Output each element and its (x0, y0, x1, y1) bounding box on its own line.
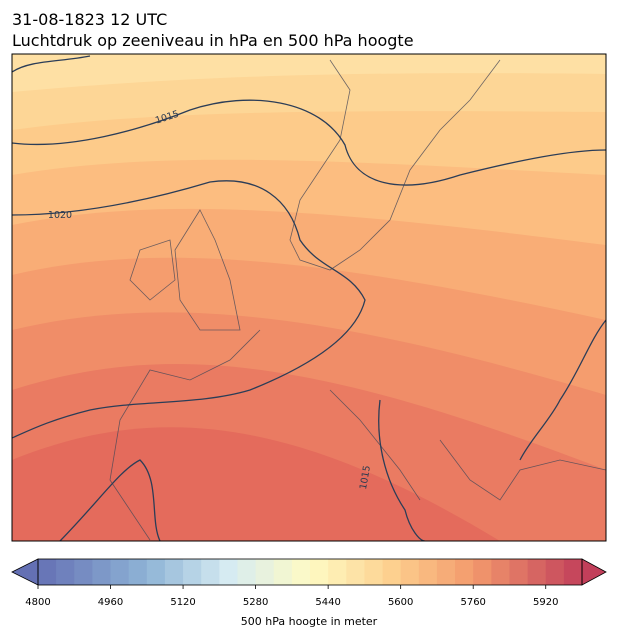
colorbar-band (509, 559, 529, 585)
title: 31-08-1823 12 UTC (12, 10, 167, 29)
colorbar-band (183, 559, 202, 585)
colorbar-band (110, 559, 130, 585)
colorbar-extend-high (581, 558, 607, 586)
colorbar-label: 500 hPa hoogte in meter (241, 615, 378, 628)
colorbar-band (201, 559, 220, 585)
colorbar-tick-label: 5600 (388, 597, 413, 608)
colorbar-tick-label: 5120 (170, 597, 195, 608)
contour-label: 1015 (358, 465, 373, 491)
colorbar-band (273, 559, 293, 585)
colorbar-frame (37, 558, 583, 586)
coastline (109, 59, 606, 541)
colorbar-band (527, 559, 547, 585)
colorbar-tick-label: 5280 (243, 597, 268, 608)
colorbar-band (164, 559, 184, 585)
colorbar-band (255, 559, 275, 585)
colorbar-band (237, 559, 257, 585)
contour-label: 1020 (48, 210, 72, 221)
colorbar-tick-label: 4800 (25, 597, 50, 608)
colorbar-band (92, 559, 112, 585)
colorbar-band (328, 559, 347, 585)
colorbar-band (364, 559, 384, 585)
colorbar-band (346, 559, 365, 585)
colorbar-extend-low (11, 558, 39, 586)
colorbar-band (400, 559, 420, 585)
isobars (12, 55, 606, 541)
colorbar-band (418, 559, 438, 585)
colorbar-band (473, 559, 492, 585)
colorbar-band (146, 559, 166, 585)
colorbar-tick-label: 4960 (98, 597, 123, 608)
colorbar-band (436, 559, 456, 585)
map-frame (11, 53, 607, 542)
colorbar-band (56, 559, 75, 585)
colorbar-band (545, 559, 565, 585)
colorbar-tick-label: 5760 (460, 597, 485, 608)
colorbar-band (219, 559, 238, 585)
colorbar-band (38, 559, 57, 585)
colorbar: 4800 4960 5120 5280 5440 5600 5760 5920 (11, 558, 607, 608)
colorbar-band (310, 559, 329, 585)
colorbar-band (563, 559, 583, 585)
colorbar-band (455, 559, 474, 585)
map: 1015 1020 1015 (12, 54, 606, 541)
colorbar-band (291, 559, 311, 585)
colorbar-tick-label: 5920 (533, 597, 558, 608)
colorbar-band (382, 559, 402, 585)
subtitle: Luchtdruk op zeeniveau in hPa en 500 hPa… (12, 31, 414, 50)
colorbar-band (74, 559, 93, 585)
colorbar-band (491, 559, 510, 585)
colorbar-band (128, 559, 148, 585)
colorbar-tick-label: 5440 (315, 597, 340, 608)
